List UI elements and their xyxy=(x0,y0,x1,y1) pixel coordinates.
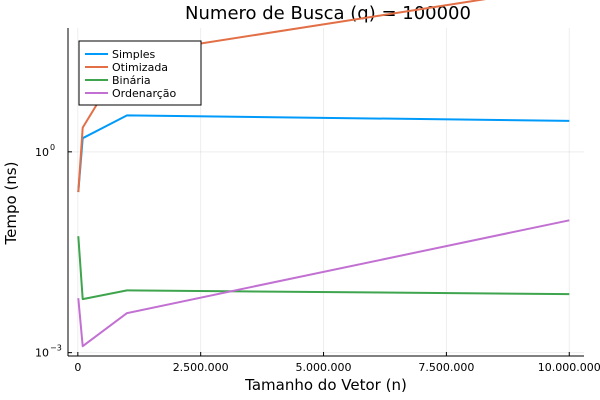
legend-label: Otimizada xyxy=(112,61,168,74)
tick-labels: 0 2.500.000 5.000.000 7.500.000 10.000.000 10… xyxy=(35,143,600,374)
y-tick-label: 10 −3 xyxy=(35,344,62,360)
legend-label: Binária xyxy=(112,74,151,87)
x-tick-label: 7.500.000 xyxy=(418,361,474,374)
legend-label: Simples xyxy=(112,48,156,61)
x-tick-label: 2.500.000 xyxy=(173,361,229,374)
legend-box xyxy=(78,40,202,106)
y-tick-label: 10 0 xyxy=(35,143,55,159)
y-tick-exponent: 0 xyxy=(50,143,55,152)
x-tick-label: 5.000.000 xyxy=(296,361,352,374)
legend-label: Ordenarção xyxy=(112,87,177,100)
x-axis-label: Tamanho do Vetor (n) xyxy=(244,376,407,394)
y-tick-exponent: −3 xyxy=(50,344,62,353)
y-tick-base: 10 xyxy=(35,347,49,360)
y-axis-label: Tempo (ns) xyxy=(2,162,20,246)
x-tick-label: 0 xyxy=(74,361,81,374)
series-line-2 xyxy=(77,236,570,301)
chart-title: Numero de Busca (q) = 100000 xyxy=(185,3,471,24)
y-tick-base: 10 xyxy=(35,146,49,159)
series-line-3 xyxy=(77,219,570,348)
x-tick-label: 10.000.000 xyxy=(538,361,600,374)
axes xyxy=(67,28,584,357)
